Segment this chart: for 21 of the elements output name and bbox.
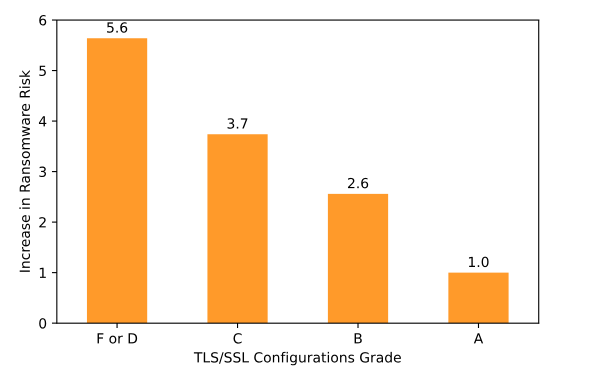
- y-tick-label: 0: [39, 318, 46, 329]
- y-tick-label: 4: [38, 116, 46, 126]
- data-label: 5.6: [107, 22, 128, 33]
- bar: [86, 38, 148, 324]
- x-axis-title: TLS/SSL Configurations Grade: [194, 352, 401, 366]
- y-tick-label: 5: [39, 66, 46, 76]
- y-tick-label: 6: [39, 15, 46, 26]
- y-axis-title: Increase in Ransomware Risk: [19, 70, 30, 272]
- x-tick-label: C: [233, 333, 242, 344]
- data-label: 2.6: [348, 178, 368, 188]
- data-label: 1.0: [468, 256, 489, 268]
- bar: [448, 272, 509, 324]
- x-tick-label: F or D: [98, 333, 138, 344]
- x-tick-label: A: [474, 333, 484, 344]
- y-tick-label: 3: [39, 166, 46, 178]
- data-label: 3.7: [228, 118, 248, 129]
- y-tick-label: 1: [40, 268, 46, 278]
- x-tick-label: B: [354, 333, 362, 344]
- bar: [207, 134, 268, 324]
- y-tick-label: 2: [39, 217, 46, 228]
- bar: [328, 194, 388, 324]
